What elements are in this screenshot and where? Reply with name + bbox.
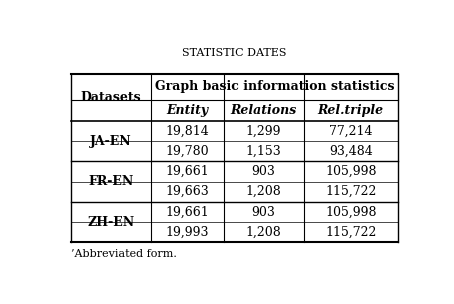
Text: ’Abbreviated form.: ’Abbreviated form. xyxy=(71,250,177,260)
Text: FR-EN: FR-EN xyxy=(88,175,133,188)
Text: 115,722: 115,722 xyxy=(325,226,376,239)
Text: Graph basic information statistics: Graph basic information statistics xyxy=(155,80,394,93)
Text: 903: 903 xyxy=(252,206,276,219)
Text: Datasets: Datasets xyxy=(80,91,141,104)
Text: STATISTIC DATES: STATISTIC DATES xyxy=(182,48,286,58)
Text: 93,484: 93,484 xyxy=(329,145,373,158)
Text: 115,722: 115,722 xyxy=(325,185,376,198)
Text: 105,998: 105,998 xyxy=(325,165,376,178)
Text: 19,814: 19,814 xyxy=(165,124,209,137)
Text: 1,153: 1,153 xyxy=(246,145,281,158)
Text: 903: 903 xyxy=(252,165,276,178)
Text: 1,299: 1,299 xyxy=(246,124,281,137)
Text: 1,208: 1,208 xyxy=(246,185,281,198)
Text: 105,998: 105,998 xyxy=(325,206,376,219)
Text: 19,780: 19,780 xyxy=(165,145,209,158)
Text: 19,661: 19,661 xyxy=(165,165,209,178)
Text: Relations: Relations xyxy=(230,104,296,117)
Text: ZH-EN: ZH-EN xyxy=(87,216,134,229)
Text: 19,661: 19,661 xyxy=(165,206,209,219)
Text: 1,208: 1,208 xyxy=(246,226,281,239)
Text: Rel.triple: Rel.triple xyxy=(318,104,384,117)
Text: 19,993: 19,993 xyxy=(165,226,209,239)
Text: Entity: Entity xyxy=(166,104,208,117)
Text: JA-EN: JA-EN xyxy=(90,135,132,147)
Text: 77,214: 77,214 xyxy=(329,124,373,137)
Text: 19,663: 19,663 xyxy=(165,185,209,198)
